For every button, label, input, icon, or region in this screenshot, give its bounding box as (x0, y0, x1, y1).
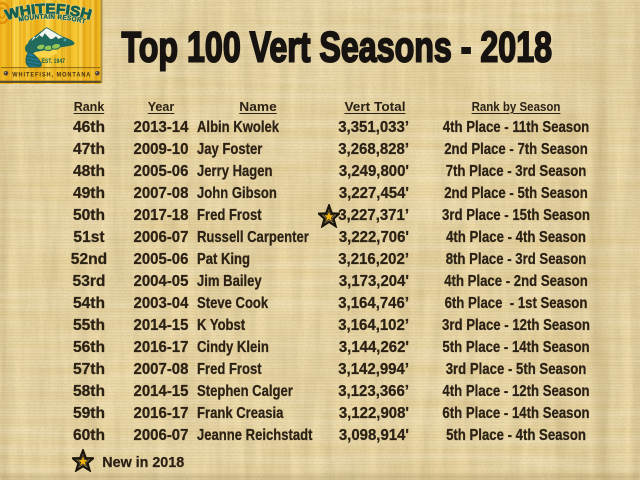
svg-text:Top 100 Vert Seasons - 2018: Top 100 Vert Seasons - 2018 (122, 25, 553, 72)
svg-text:WHITEFISH: WHITEFISH (4, 1, 94, 23)
svg-text:WHITEFISH, MONTANA: WHITEFISH, MONTANA (12, 72, 91, 78)
svg-text:EST. 1947: EST. 1947 (42, 58, 66, 65)
